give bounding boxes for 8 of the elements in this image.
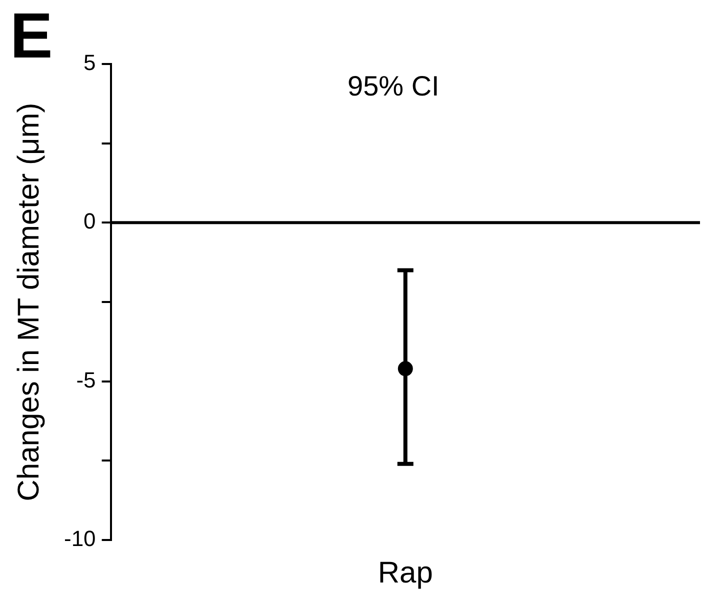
y-tick-label: 0	[84, 208, 96, 234]
x-tick-label: Rap	[378, 556, 433, 590]
y-tick-label: -10	[64, 526, 96, 552]
annotation: 95% CI	[347, 70, 440, 102]
y-tick-label: 5	[84, 50, 96, 76]
text: E	[10, 0, 53, 72]
y-tick-label: -5	[76, 367, 96, 392]
y-axis-title: Changes in MT diameter (μm)	[12, 102, 46, 502]
